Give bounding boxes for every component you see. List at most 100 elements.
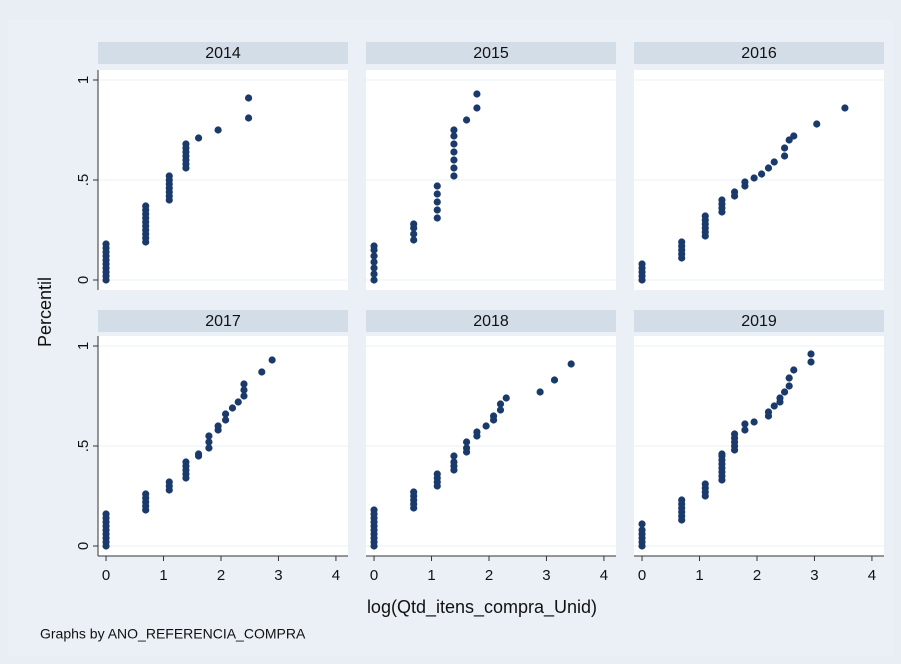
point — [462, 438, 471, 446]
point — [785, 382, 793, 390]
point — [221, 410, 230, 418]
point — [718, 196, 726, 204]
point — [370, 506, 378, 514]
facet-strip — [634, 310, 884, 332]
point — [370, 270, 378, 278]
x-tick-label: 1 — [159, 567, 167, 584]
point — [450, 148, 458, 156]
x-tick-label: 3 — [274, 567, 282, 584]
point — [142, 490, 150, 498]
x-tick-label: 1 — [427, 567, 435, 584]
point — [780, 152, 789, 160]
x-tick-label: 2 — [217, 567, 225, 584]
point — [433, 214, 441, 222]
point — [770, 402, 778, 410]
x-tick-label: 1 — [695, 567, 703, 584]
point — [182, 140, 190, 148]
point — [221, 416, 230, 424]
x-tick-label: 0 — [638, 567, 646, 584]
point — [205, 432, 213, 440]
facet-title: 2019 — [741, 313, 777, 330]
point — [750, 418, 758, 426]
point — [450, 140, 458, 148]
facet-title: 2015 — [473, 45, 509, 62]
point — [550, 376, 559, 384]
point — [496, 406, 505, 414]
x-tick-label: 4 — [868, 567, 876, 584]
point — [410, 230, 418, 238]
point — [785, 374, 793, 382]
point — [182, 458, 190, 466]
x-tick-label: 2 — [753, 567, 761, 584]
point — [205, 438, 213, 446]
facet-title: 2016 — [741, 45, 777, 62]
x-axis-title: log(Qtd_itens_compra_Unid) — [367, 597, 597, 618]
point — [450, 126, 458, 134]
x-tick-label: 3 — [542, 567, 550, 584]
point — [730, 430, 739, 438]
point — [244, 114, 253, 122]
point — [142, 202, 150, 210]
point — [462, 116, 471, 124]
x-tick-label: 0 — [102, 567, 110, 584]
point — [678, 496, 686, 504]
point — [450, 132, 458, 140]
point — [370, 242, 378, 250]
y-tick-label: 1 — [75, 76, 92, 84]
point — [370, 258, 378, 266]
point — [473, 90, 481, 98]
point — [240, 386, 248, 394]
point — [638, 260, 646, 268]
point — [701, 212, 709, 220]
point — [433, 198, 441, 206]
point — [567, 360, 575, 368]
y-tick-label: .5 — [75, 174, 92, 187]
point — [194, 450, 203, 458]
point — [701, 480, 709, 488]
point — [450, 172, 458, 180]
point — [807, 358, 815, 366]
point — [433, 182, 441, 190]
point — [841, 104, 849, 112]
x-tick-label: 3 — [810, 567, 818, 584]
point — [718, 450, 726, 458]
facet-strip — [98, 310, 348, 332]
y-tick-label: 0 — [75, 542, 92, 550]
x-tick-label: 0 — [370, 567, 378, 584]
point — [764, 408, 773, 416]
point — [482, 422, 490, 430]
point — [450, 164, 458, 172]
point — [228, 404, 237, 412]
point — [638, 520, 646, 528]
point — [165, 172, 173, 180]
x-tick-label: 2 — [485, 567, 493, 584]
point — [240, 392, 248, 400]
point — [741, 420, 749, 428]
point — [776, 394, 784, 402]
point — [433, 206, 441, 214]
point — [433, 470, 441, 478]
point — [244, 94, 253, 102]
point — [370, 264, 378, 272]
point — [462, 444, 471, 452]
point — [410, 488, 418, 496]
point — [370, 276, 378, 284]
y-tick-label: 0 — [75, 276, 92, 284]
point — [258, 368, 266, 376]
point — [214, 422, 222, 430]
point — [450, 452, 458, 460]
point — [102, 510, 110, 518]
point — [450, 156, 458, 164]
point — [410, 220, 418, 228]
facet-strip — [366, 310, 616, 332]
point — [780, 144, 789, 152]
point — [433, 190, 441, 198]
facet-title: 2018 — [473, 313, 509, 330]
point — [638, 526, 646, 534]
point — [807, 350, 815, 358]
point — [450, 458, 458, 466]
point — [370, 252, 378, 260]
point — [757, 170, 766, 178]
point — [678, 238, 686, 246]
